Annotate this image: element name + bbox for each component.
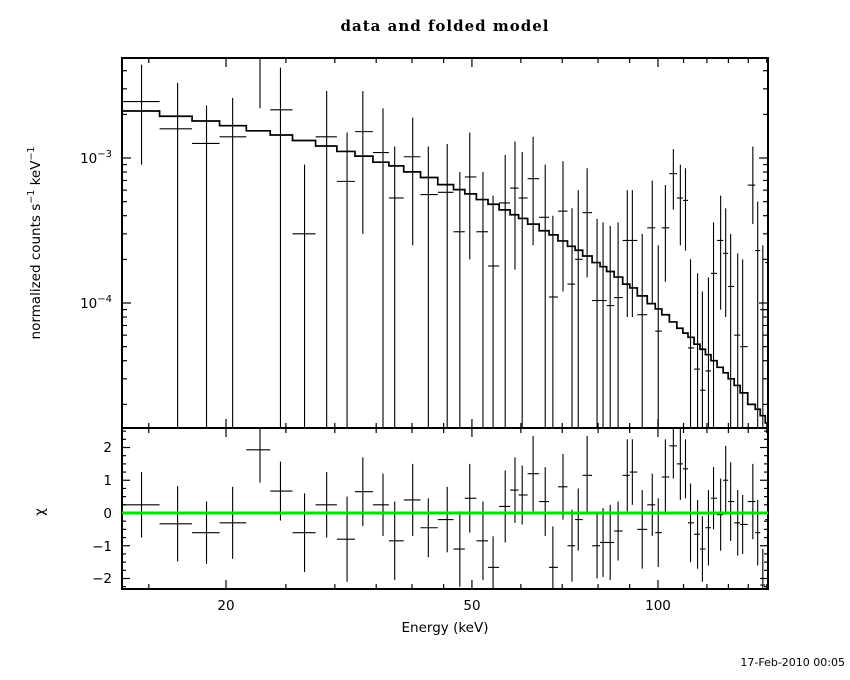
chi-tick-label-1: 1	[103, 473, 112, 489]
chi-tick-label-2: 2	[103, 440, 112, 456]
x-axis-label: Energy (keV)	[402, 620, 489, 636]
chi-tick-label-m2: −2	[92, 571, 112, 587]
chi-tick-label-0: 0	[103, 506, 112, 522]
plot-frame	[121, 57, 769, 590]
axis-ticks	[122, 58, 768, 589]
y-axis-tick-labels: 10−3 10−4 normalized counts s−1 keV−1	[26, 147, 112, 340]
x-tick-label-100: 100	[645, 598, 671, 614]
timestamp: 17-Feb-2010 00:05	[740, 656, 845, 669]
y-tick-label-1: 10−4	[80, 294, 112, 312]
chi-tick-label-m1: −1	[92, 539, 112, 555]
x-tick-label-20: 20	[217, 598, 234, 614]
chi-axis-label: χ	[32, 508, 48, 516]
x-tick-label-50: 50	[463, 598, 480, 614]
plot-title: data and folded model	[341, 17, 550, 35]
y-tick-label-0: 10−3	[80, 149, 112, 167]
folded-model-line	[122, 110, 768, 424]
y-axis-label: normalized counts s−1 keV−1	[26, 147, 44, 340]
spectrum-data-points	[123, 57, 769, 428]
residuals-points	[123, 428, 769, 589]
